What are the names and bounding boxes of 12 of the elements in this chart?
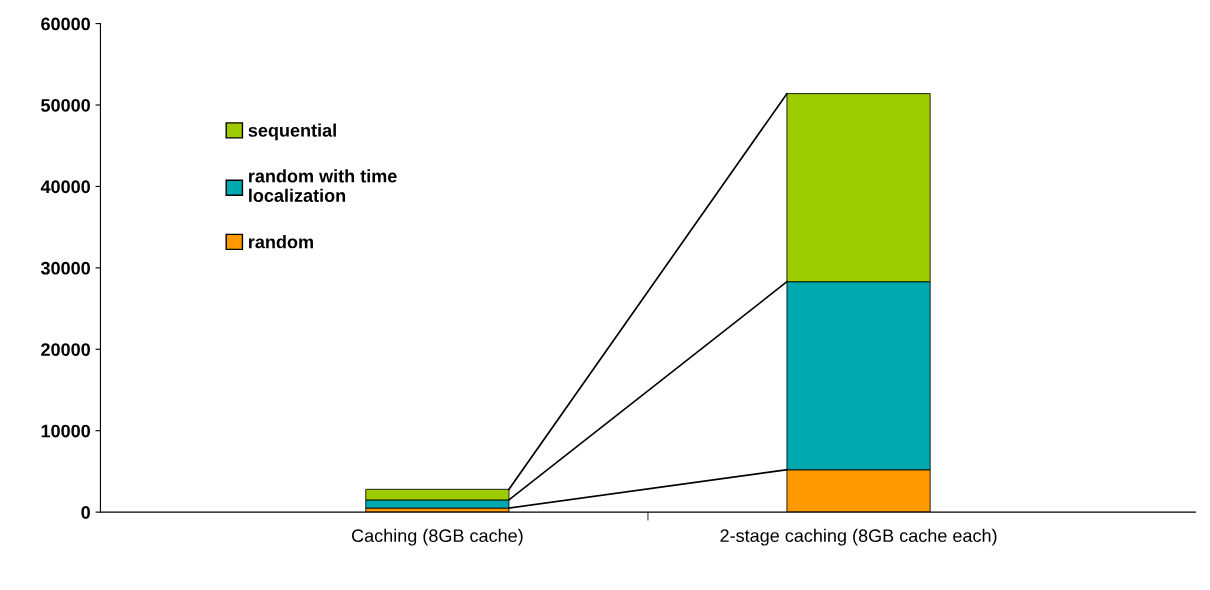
y-tick-label: 30000 <box>40 261 90 275</box>
legend-label: random <box>249 235 313 249</box>
x-tick-label: 2-stage caching (8GB cache each) <box>720 528 997 546</box>
y-tick-label: 60000 <box>41 17 90 31</box>
y-tick-label: 40000 <box>40 180 90 194</box>
y-tick-label: 20000 <box>41 343 90 356</box>
y-tick-label: 0 <box>81 506 90 519</box>
legend-label: sequential <box>248 123 336 141</box>
y-tick-label: 50000 <box>41 98 90 112</box>
x-tick-label: Caching (8GB cache) <box>351 528 523 546</box>
legend-label: random with time localization <box>249 169 397 202</box>
y-tick-label: 10000 <box>41 424 90 438</box>
